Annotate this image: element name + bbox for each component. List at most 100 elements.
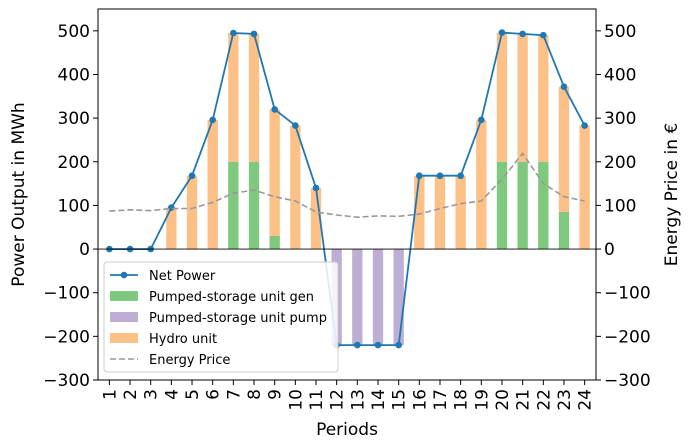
legend-energy-price-label: Energy Price [149, 353, 230, 368]
bar-pumped-storage-unit-gen-23 [558, 211, 570, 250]
x-tick-label: 1 [100, 389, 120, 400]
marker-net-power-19 [478, 116, 485, 124]
marker-net-power-18 [457, 172, 464, 180]
legend-pumped-storage-unit-gen-label: Pumped-storage unit gen [149, 290, 314, 305]
y2-tick-label: 400 [604, 65, 636, 85]
lines-group [106, 29, 588, 349]
marker-net-power-13 [354, 341, 361, 349]
bar-hydro-unit-11 [310, 187, 322, 250]
marker-net-power-24 [581, 122, 588, 129]
x-tick-label: 9 [266, 389, 286, 400]
legend-hydro-unit-label: Hydro unit [149, 332, 217, 347]
x-tick-label: 21 [514, 389, 534, 411]
bar-hydro-unit-10 [290, 125, 301, 250]
y2-tick-label: 0 [604, 240, 615, 260]
bar-hydro-unit-24 [579, 125, 590, 250]
x-tick-label: 20 [493, 389, 513, 411]
x-tick-label: 19 [472, 389, 492, 411]
bar-hydro-unit-4 [166, 207, 177, 250]
marker-net-power-9 [271, 106, 278, 113]
y2-tick-label: 300 [604, 109, 636, 129]
bar-pumped-storage-unit-pump-13 [352, 249, 363, 346]
y-axis-label: Power Output in MWh [9, 102, 29, 286]
y2-tick-label: −100 [604, 284, 651, 304]
marker-net-power-23 [560, 83, 568, 90]
y2-tick-label: −200 [604, 327, 651, 347]
y-tick-label: 300 [58, 109, 90, 129]
legend-net-power-label: Net Power [149, 269, 216, 284]
y-tick-label: −300 [43, 371, 90, 391]
legend-pumped-storage-unit-pump-swatch [110, 312, 138, 322]
bar-pumped-storage-unit-gen-7 [228, 161, 239, 250]
legend-pumped-storage-unit-gen-swatch [110, 291, 138, 301]
y-tick-label: 400 [58, 65, 90, 85]
x-tick-label: 5 [183, 389, 203, 400]
axes-group: −300 −300 −200 −200 −100 −100 0 0 100 100 200 200 30… [43, 8, 651, 411]
x-tick-label: 16 [410, 389, 430, 411]
legend-net-power-marker [120, 271, 128, 279]
marker-net-power-7 [230, 29, 237, 37]
x-tick-label: 13 [348, 389, 368, 411]
bar-pumped-storage-unit-gen-9 [269, 235, 280, 250]
y-tick-label: 0 [79, 240, 90, 260]
bar-hydro-unit-6 [207, 119, 218, 250]
x-tick-label: 11 [307, 389, 327, 411]
marker-net-power-11 [312, 184, 320, 192]
bar-pumped-storage-unit-gen-20 [496, 161, 508, 250]
x-tick-label: 8 [245, 389, 265, 400]
bar-hydro-unit-17 [434, 175, 446, 250]
x-tick-label: 24 [576, 389, 596, 411]
y-tick-label: 100 [58, 196, 90, 216]
y2-axis-label: Energy Price in € [662, 123, 682, 267]
legend: Net Power Pumped-storage unit gen Pumped-s… [103, 261, 339, 373]
bar-hydro-unit-22 [538, 35, 549, 162]
marker-net-power-20 [498, 29, 506, 36]
bar-hydro-unit-18 [455, 175, 466, 250]
x-tick-label: 3 [142, 389, 162, 400]
bar-hydro-unit-8 [248, 33, 260, 162]
x-tick-label: 6 [204, 389, 224, 400]
bar-hydro-unit-7 [228, 33, 239, 162]
line-energy-price [109, 152, 585, 219]
bar-pumped-storage-unit-pump-14 [372, 249, 384, 346]
marker-net-power-22 [540, 31, 547, 39]
marker-net-power-8 [250, 30, 258, 38]
legend-hydro-unit-swatch [110, 333, 138, 343]
x-tick-label: 17 [431, 389, 451, 411]
x-tick-label: 4 [162, 389, 182, 400]
plot-frame [97, 8, 597, 381]
bar-pumped-storage-unit-gen-8 [248, 161, 260, 250]
x-tick-label: 18 [452, 389, 472, 411]
marker-net-power-15 [395, 341, 402, 349]
legend-pumped-storage-unit-pump-label: Pumped-storage unit pump [149, 311, 327, 326]
y2-tick-label: 100 [604, 196, 636, 216]
y-tick-label: −100 [43, 284, 90, 304]
bar-hydro-unit-16 [414, 175, 425, 250]
y-tick-label: −200 [43, 327, 90, 347]
y2-tick-label: 500 [604, 22, 636, 42]
legend-box [103, 261, 339, 373]
x-tick-label: 2 [121, 389, 141, 400]
x-tick-label: 14 [369, 389, 389, 411]
marker-net-power-21 [519, 30, 526, 38]
x-tick-label: 22 [534, 389, 554, 411]
marker-net-power-4 [168, 204, 175, 211]
bar-pumped-storage-unit-gen-22 [538, 161, 549, 250]
y-tick-label: 500 [58, 22, 90, 42]
x-tick-label: 7 [224, 389, 244, 400]
x-axis-label: Periods [316, 420, 378, 440]
line-net-power [109, 31, 586, 347]
bar-pumped-storage-unit-gen-21 [517, 161, 528, 250]
x-tick-label: 15 [390, 389, 410, 411]
x-tick-label: 23 [555, 389, 575, 411]
bar-hydro-unit-21 [517, 33, 528, 162]
marker-net-power-10 [292, 122, 299, 129]
x-tick-label: 12 [328, 389, 348, 411]
bar-hydro-unit-9 [269, 109, 280, 236]
marker-net-power-17 [436, 172, 444, 180]
marker-net-power-16 [416, 172, 423, 180]
marker-net-power-5 [188, 172, 196, 180]
y2-tick-label: 200 [604, 153, 636, 173]
x-tick-label: 10 [286, 389, 306, 411]
